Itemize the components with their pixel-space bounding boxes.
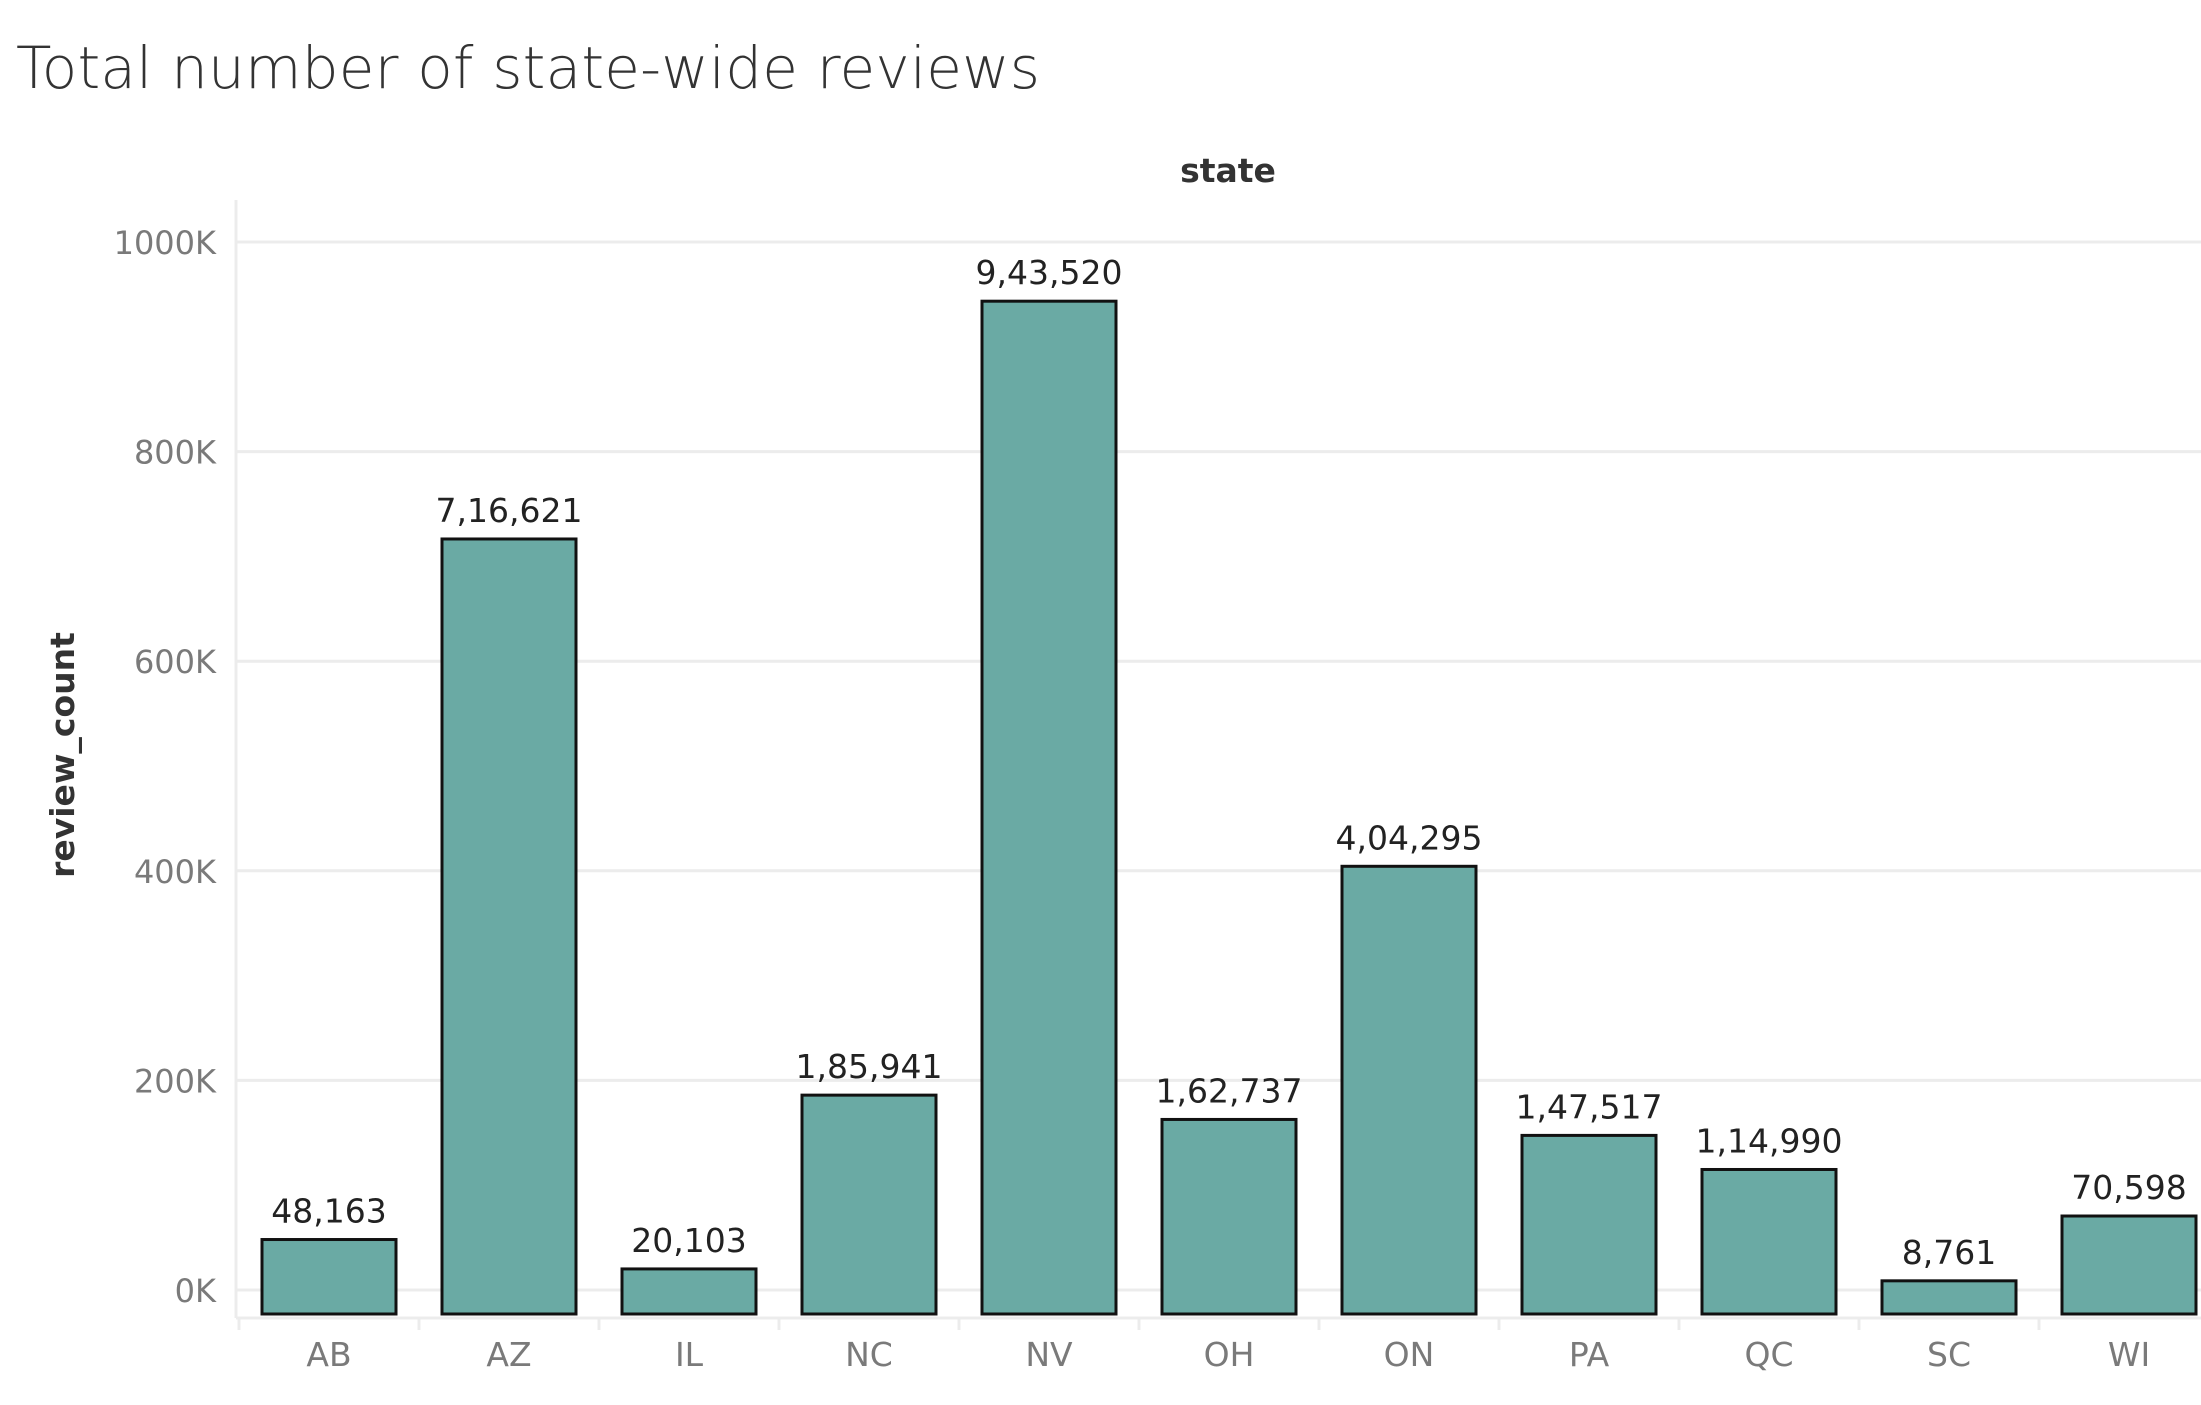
data-label: 9,43,520 bbox=[976, 253, 1123, 292]
bar bbox=[1520, 1133, 1658, 1316]
y-tick-label: 600K bbox=[134, 643, 217, 681]
bar bbox=[2060, 1214, 2198, 1316]
bar bbox=[1880, 1279, 2018, 1316]
chart-title: Total number of state-wide reviews bbox=[16, 34, 1041, 102]
bar bbox=[980, 299, 1118, 1316]
x-tick-label: WI bbox=[2108, 1335, 2150, 1374]
bar bbox=[260, 1238, 398, 1316]
x-axis-title: state bbox=[1180, 151, 1276, 190]
y-axis-title: review_count bbox=[43, 632, 82, 878]
y-tick-label: 1000K bbox=[114, 224, 217, 262]
x-tick-label: PA bbox=[1569, 1335, 1610, 1374]
data-label: 8,761 bbox=[1902, 1233, 1996, 1272]
data-label: 1,85,941 bbox=[796, 1047, 943, 1086]
x-tick-label: IL bbox=[675, 1335, 704, 1374]
x-tick-label: ON bbox=[1384, 1335, 1435, 1374]
x-tick-label: NV bbox=[1025, 1335, 1073, 1374]
bars-layer bbox=[260, 299, 2198, 1316]
y-tick-label: 0K bbox=[175, 1272, 217, 1310]
x-tick-label: QC bbox=[1744, 1335, 1793, 1374]
data-label: 20,103 bbox=[631, 1221, 746, 1260]
x-tick-label: OH bbox=[1204, 1335, 1255, 1374]
data-label: 4,04,295 bbox=[1336, 818, 1483, 857]
data-label: 1,14,990 bbox=[1696, 1121, 1843, 1160]
data-label: 1,47,517 bbox=[1516, 1087, 1663, 1126]
bar bbox=[800, 1093, 938, 1316]
bar bbox=[1700, 1167, 1838, 1316]
y-tick-label: 400K bbox=[134, 853, 217, 891]
data-label: 70,598 bbox=[2071, 1168, 2186, 1207]
y-tick-label: 200K bbox=[134, 1062, 217, 1100]
bar bbox=[1340, 864, 1478, 1316]
data-label: 7,16,621 bbox=[436, 491, 583, 530]
labels-layer: 0K 200K 400K 600K 800K 1000K AB 48,163 AZ 7,16,62… bbox=[114, 224, 2187, 1374]
x-tick-label: SC bbox=[1927, 1335, 1971, 1374]
bar bbox=[440, 537, 578, 1316]
data-label: 1,62,737 bbox=[1156, 1071, 1303, 1110]
bar bbox=[620, 1267, 758, 1316]
y-tick-label: 800K bbox=[134, 434, 217, 472]
bar bbox=[1160, 1117, 1298, 1316]
x-tick-label: AZ bbox=[486, 1335, 531, 1374]
data-label: 48,163 bbox=[271, 1192, 386, 1231]
x-tick-label: NC bbox=[845, 1335, 893, 1374]
x-tick-label: AB bbox=[306, 1335, 351, 1374]
